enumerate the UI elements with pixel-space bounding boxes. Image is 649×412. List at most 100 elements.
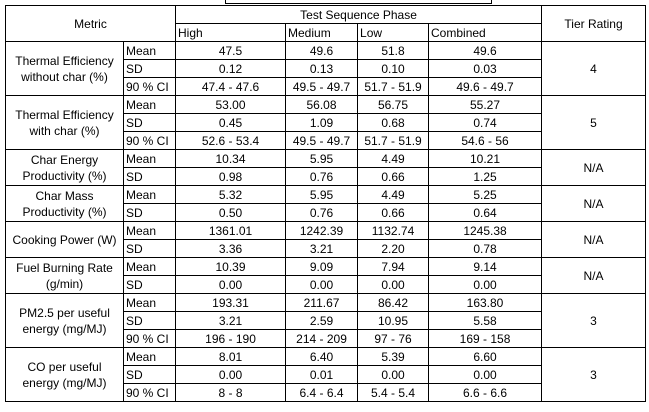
data-row: SD 3.36 3.21 2.20 0.78: [6, 239, 646, 258]
stat-label: 90 % CI: [122, 383, 177, 402]
data-row: Char Mass Productivity (%) Mean 5.32 5.95 4.…: [5, 185, 647, 222]
stat-label: Mean: [122, 293, 177, 312]
stat-label: SD: [122, 239, 177, 258]
value-cell: 5.32: [175, 185, 287, 204]
data-row: Thermal Efficiency with char (%) Mean 53.0…: [5, 95, 647, 150]
value-cell: 10.21: [428, 149, 543, 168]
tier-rating: N/A: [541, 149, 647, 186]
value-cell: 10.95: [357, 311, 430, 330]
value-cell: 97 - 76: [357, 329, 430, 348]
tier-rating: 4: [541, 41, 647, 96]
value-cell: 1132.74: [357, 221, 430, 240]
data-row: PM2.5 per useful energy (mg/MJ) Mean 193.3…: [5, 293, 647, 348]
value-cell: 86.42: [357, 293, 430, 312]
value-cell: 47.4 - 47.6: [175, 77, 287, 96]
value-cell: 0.76: [285, 203, 359, 222]
data-row: Cooking Power (W) Mean 1361.01 1242.39 1132.…: [5, 221, 647, 258]
value-cell: 49.6: [285, 41, 359, 60]
tier-rating: 3: [541, 347, 647, 402]
stat-label: SD: [122, 365, 177, 384]
value-cell: 0.64: [428, 203, 543, 222]
value-cell: 2.20: [357, 239, 430, 258]
data-row: Fuel Burning Rate (g/min) Mean 10.39 9.09 7.…: [5, 257, 647, 294]
value-cell: 54.6 - 56: [428, 131, 543, 150]
value-cell: 55.27: [428, 95, 543, 114]
stat-label: 90 % CI: [122, 131, 177, 150]
metric-name: Thermal Efficiency with char (%): [5, 95, 124, 150]
value-cell: 56.08: [285, 95, 359, 114]
stat-label: Mean: [122, 221, 177, 240]
value-cell: 5.39: [357, 347, 430, 366]
stat-label: Mean: [122, 149, 177, 168]
metric-header: Metric: [4, 5, 177, 42]
column-header: Combined: [428, 23, 543, 42]
value-cell: 6.6 - 6.6: [428, 383, 543, 402]
value-cell: 1.09: [285, 113, 359, 132]
stat-label: Mean: [122, 95, 177, 114]
data-row: 90 % CI 52.6 - 53.4 49.5 - 49.7 51.7 - 51.9…: [6, 131, 646, 150]
value-cell: 0.00: [175, 365, 287, 384]
data-row: Char Energy Productivity (%) Mean 10.34 5.9…: [5, 149, 647, 186]
value-cell: 5.58: [428, 311, 543, 330]
value-cell: 6.4 - 6.4: [285, 383, 359, 402]
value-cell: 51.7 - 51.9: [357, 131, 430, 150]
value-cell: 3.36: [175, 239, 287, 258]
value-cell: 193.31: [175, 293, 287, 312]
value-cell: 211.67: [285, 293, 359, 312]
stat-label: Mean: [122, 41, 177, 60]
value-cell: 0.76: [285, 167, 359, 186]
value-cell: 0.00: [175, 275, 287, 294]
value-cell: 5.95: [285, 185, 359, 204]
value-cell: 0.45: [175, 113, 287, 132]
tier-rating: N/A: [541, 221, 647, 258]
value-cell: 196 - 190: [175, 329, 287, 348]
tier-rating: 5: [541, 95, 647, 150]
value-cell: 0.00: [285, 275, 359, 294]
value-cell: 0.03: [428, 59, 543, 78]
metric-name: Cooking Power (W): [5, 221, 124, 258]
value-cell: 0.68: [357, 113, 430, 132]
tier-header: Tier Rating: [541, 5, 647, 42]
value-cell: 1361.01: [175, 221, 287, 240]
metric-name: Fuel Burning Rate (g/min): [5, 257, 124, 294]
column-header: Low: [357, 23, 430, 42]
value-cell: 3.21: [285, 239, 359, 258]
value-cell: 1242.39: [285, 221, 359, 240]
value-cell: 51.7 - 51.9: [357, 77, 430, 96]
stat-label: SD: [122, 113, 177, 132]
data-row: SD 0.45 1.09 0.68 0.74: [6, 113, 646, 132]
stat-label: SD: [122, 167, 177, 186]
tier-rating: 3: [541, 293, 647, 348]
value-cell: 0.00: [357, 365, 430, 384]
stat-label: 90 % CI: [122, 77, 177, 96]
value-cell: 4.49: [357, 149, 430, 168]
value-cell: 6.60: [428, 347, 543, 366]
data-row: CO per useful energy (mg/MJ) Mean 8.01 6.40…: [5, 347, 647, 402]
value-cell: 9.09: [285, 257, 359, 276]
value-cell: 0.13: [285, 59, 359, 78]
value-cell: 5.25: [428, 185, 543, 204]
data-row: Thermal Efficiency without char (%) Mean 4…: [5, 41, 647, 96]
value-cell: 52.6 - 53.4: [175, 131, 287, 150]
value-cell: 1245.38: [428, 221, 543, 240]
value-cell: 0.66: [357, 167, 430, 186]
stat-label: SD: [122, 59, 177, 78]
cropped-box: [225, 0, 492, 4]
value-cell: 56.75: [357, 95, 430, 114]
column-header: High: [175, 23, 287, 42]
value-cell: 49.5 - 49.7: [285, 131, 359, 150]
metric-name: Char Energy Productivity (%): [5, 149, 124, 186]
stat-label: Mean: [122, 347, 177, 366]
results-table: Metric Test Sequence Phase Tier Rating H…: [4, 5, 647, 402]
table-body: Metric Test Sequence Phase Tier Rating H…: [4, 5, 647, 402]
metric-name: CO per useful energy (mg/MJ): [5, 347, 124, 402]
metric-name: PM2.5 per useful energy (mg/MJ): [5, 293, 124, 348]
value-cell: 0.74: [428, 113, 543, 132]
value-cell: 7.94: [357, 257, 430, 276]
phase-header: Test Sequence Phase: [175, 5, 543, 24]
stat-label: SD: [122, 203, 177, 222]
value-cell: 0.01: [285, 365, 359, 384]
value-cell: 10.34: [175, 149, 287, 168]
header-row: Metric Test Sequence Phase Tier Rating: [4, 5, 647, 42]
value-cell: 214 - 209: [285, 329, 359, 348]
